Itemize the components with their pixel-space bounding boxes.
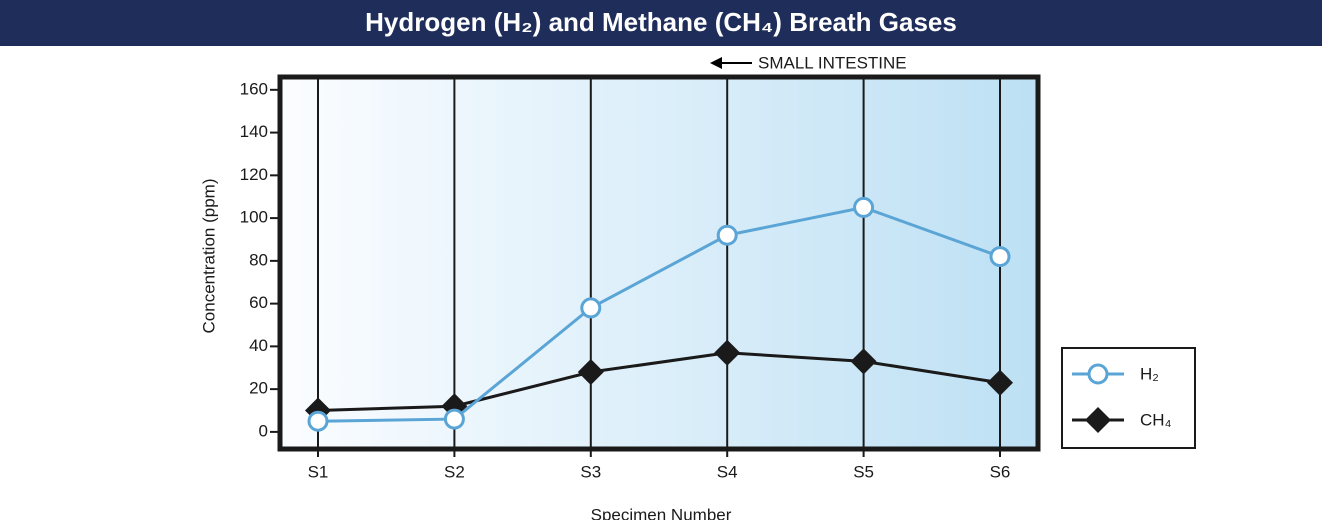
- x-tick-label: S6: [990, 462, 1011, 481]
- title-bar: [0, 0, 1322, 46]
- y-axis-label: Concentration (ppm): [199, 179, 218, 334]
- x-tick-label: S5: [853, 462, 874, 481]
- y-tick-label: 140: [240, 122, 268, 141]
- x-tick-label: S2: [444, 462, 465, 481]
- y-tick-label: 60: [249, 293, 268, 312]
- x-axis-label: Specimen Number: [591, 505, 732, 520]
- legend-marker: [1087, 363, 1109, 385]
- y-tick-label: 160: [240, 79, 268, 98]
- y-tick-label: 40: [249, 336, 268, 355]
- series-line: [317, 205, 1001, 423]
- point: [716, 224, 738, 246]
- point: [989, 246, 1011, 268]
- x-tick-label: S4: [717, 462, 738, 481]
- chart-title: Hydrogen (H₂) and Methane (CH₄) Breath G…: [365, 7, 957, 37]
- point: [987, 369, 1013, 396]
- x-tick-label: S1: [308, 462, 329, 481]
- series-line: [317, 351, 1001, 413]
- legend-label: CH₄: [1140, 410, 1172, 429]
- annotation: SMALL INTESTINE: [758, 53, 907, 72]
- point: [580, 297, 602, 319]
- y-tick-label: 0: [259, 421, 268, 440]
- annotation-arrowhead: [710, 57, 722, 69]
- point: [577, 359, 604, 386]
- legend-label: H₂: [1140, 364, 1159, 383]
- y-tick-label: 20: [249, 379, 268, 398]
- y-tick-label: 80: [249, 250, 268, 269]
- point: [850, 348, 877, 375]
- legend-marker: [1085, 407, 1111, 433]
- point: [443, 408, 465, 430]
- y-tick-label: 100: [240, 208, 268, 227]
- point: [714, 339, 741, 366]
- point: [853, 196, 875, 218]
- point: [307, 410, 329, 432]
- x-tick-label: S3: [580, 462, 601, 481]
- plot-frame: [277, 74, 1041, 452]
- plot: [305, 77, 1013, 449]
- y-tick-label: 120: [240, 165, 268, 184]
- plot-background: [280, 77, 1038, 449]
- legend: [1061, 347, 1196, 449]
